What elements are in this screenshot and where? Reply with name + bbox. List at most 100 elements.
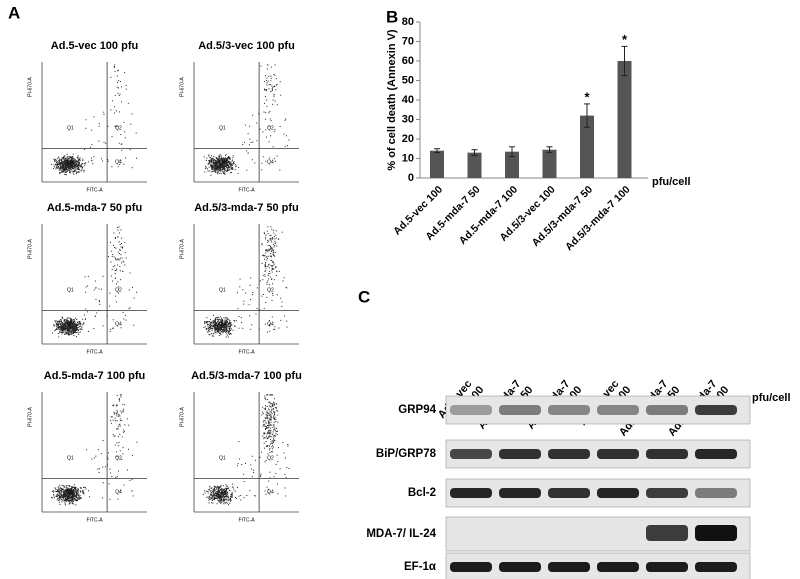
dot bbox=[57, 494, 59, 496]
dot bbox=[272, 294, 274, 296]
dot bbox=[226, 485, 228, 487]
dot bbox=[58, 327, 60, 329]
dot bbox=[274, 427, 276, 429]
dot bbox=[211, 499, 213, 501]
dot bbox=[226, 318, 228, 320]
dot bbox=[117, 166, 119, 168]
dot bbox=[216, 495, 218, 497]
dot bbox=[223, 492, 225, 494]
band bbox=[597, 449, 639, 459]
dot bbox=[74, 325, 76, 327]
dot bbox=[273, 429, 275, 431]
dot bbox=[267, 239, 269, 241]
dot bbox=[68, 491, 70, 493]
dot bbox=[269, 477, 271, 479]
dot bbox=[74, 331, 76, 333]
dot bbox=[221, 317, 223, 319]
dot bbox=[219, 487, 221, 489]
dot bbox=[211, 494, 213, 496]
dot bbox=[279, 468, 281, 470]
dot bbox=[223, 496, 225, 498]
dot bbox=[224, 493, 226, 495]
dot bbox=[73, 163, 75, 165]
dot bbox=[214, 166, 216, 168]
dot bbox=[68, 494, 70, 496]
dot bbox=[231, 494, 233, 496]
dot bbox=[242, 144, 244, 146]
dot bbox=[231, 494, 233, 496]
dot bbox=[93, 116, 95, 118]
x-axis-label: FITC-A bbox=[238, 349, 255, 355]
dot bbox=[223, 330, 225, 332]
dot bbox=[272, 146, 274, 148]
dot bbox=[222, 324, 224, 326]
dot bbox=[75, 490, 77, 492]
dot bbox=[269, 429, 271, 431]
dot bbox=[72, 326, 74, 328]
dot bbox=[209, 170, 211, 172]
dot bbox=[205, 165, 207, 167]
dot bbox=[219, 321, 221, 323]
dot bbox=[102, 440, 104, 442]
dot bbox=[267, 488, 269, 490]
dot bbox=[85, 127, 87, 129]
dot bbox=[267, 226, 269, 228]
dot bbox=[60, 487, 62, 489]
dot bbox=[226, 318, 228, 320]
dot bbox=[109, 292, 111, 294]
dot bbox=[59, 162, 61, 164]
dot bbox=[217, 165, 219, 167]
dot bbox=[57, 499, 59, 501]
dot bbox=[208, 328, 210, 330]
dot bbox=[82, 490, 84, 492]
dot bbox=[66, 495, 68, 497]
dot bbox=[65, 333, 67, 335]
dot bbox=[69, 329, 71, 331]
dot bbox=[251, 468, 253, 470]
bar bbox=[430, 150, 444, 178]
dot bbox=[125, 157, 127, 159]
dot bbox=[224, 329, 226, 331]
dot bbox=[218, 170, 220, 172]
dot bbox=[218, 316, 220, 318]
dot bbox=[261, 451, 263, 453]
dot bbox=[60, 496, 62, 498]
dot bbox=[227, 168, 229, 170]
dot bbox=[275, 237, 277, 239]
dot bbox=[77, 156, 79, 158]
dot bbox=[288, 467, 290, 469]
dot bbox=[78, 168, 80, 170]
dot bbox=[71, 165, 73, 167]
dot bbox=[70, 326, 72, 328]
dot bbox=[262, 293, 264, 295]
dot bbox=[273, 419, 275, 421]
dot bbox=[220, 322, 222, 324]
dot bbox=[213, 170, 215, 172]
dot bbox=[131, 167, 133, 169]
dot bbox=[76, 165, 78, 167]
dot bbox=[55, 329, 57, 331]
dot bbox=[70, 323, 72, 325]
dot bbox=[256, 122, 258, 124]
dot bbox=[71, 328, 73, 330]
dot bbox=[220, 493, 222, 495]
dot bbox=[268, 248, 270, 250]
dot bbox=[70, 319, 72, 321]
dot bbox=[63, 157, 65, 159]
dot bbox=[66, 318, 68, 320]
dot bbox=[275, 230, 277, 232]
dot bbox=[224, 162, 226, 164]
dot bbox=[207, 323, 209, 325]
dot bbox=[59, 501, 61, 503]
dot bbox=[215, 319, 217, 321]
dot bbox=[98, 468, 100, 470]
dot bbox=[277, 461, 279, 463]
dot bbox=[68, 332, 70, 334]
dot bbox=[265, 269, 267, 271]
dot bbox=[79, 169, 81, 171]
dot bbox=[208, 155, 210, 157]
quadrant-label: Q3 bbox=[67, 322, 74, 328]
dot bbox=[270, 416, 272, 418]
dot bbox=[79, 494, 81, 496]
dot bbox=[78, 496, 80, 498]
